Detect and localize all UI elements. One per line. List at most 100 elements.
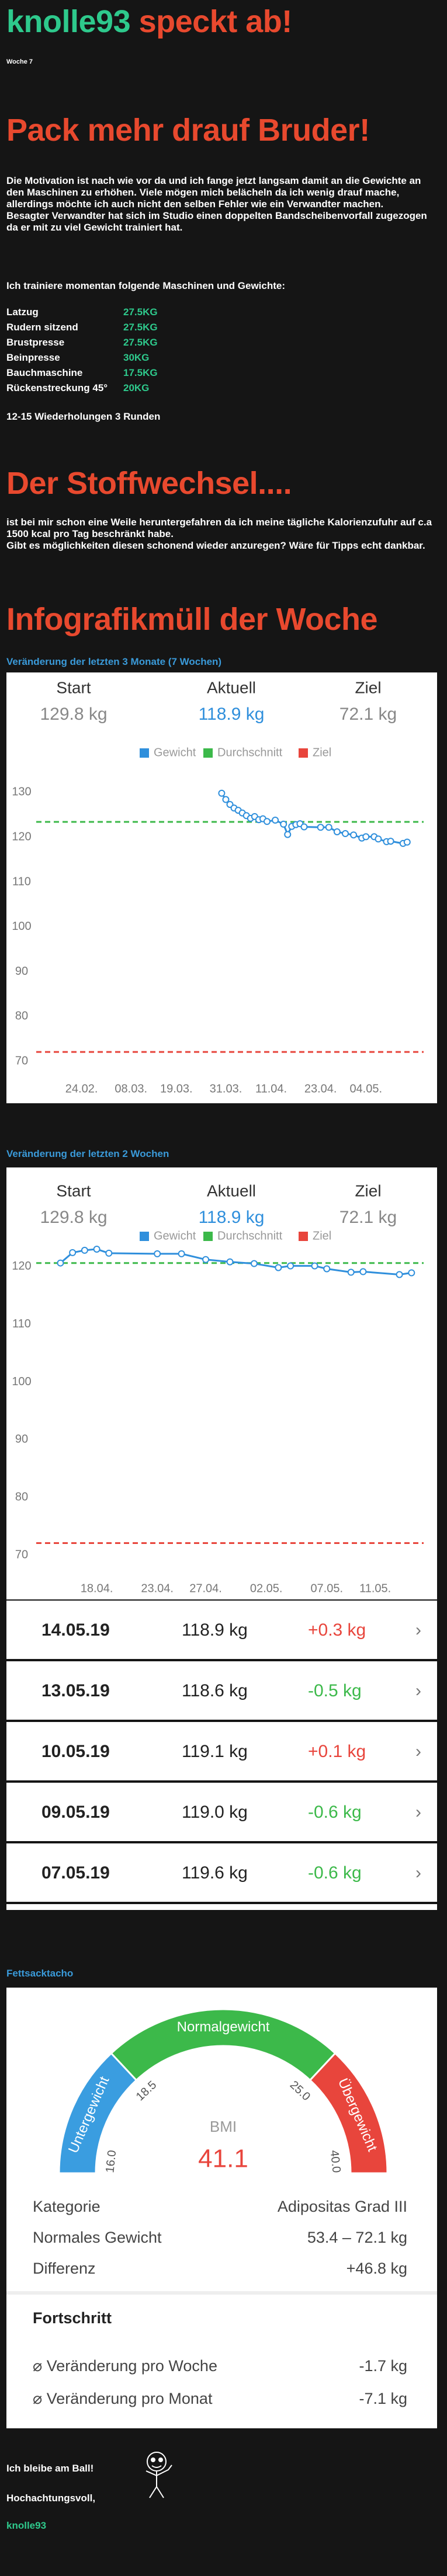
point	[375, 835, 382, 843]
bmi-label: BMI	[210, 2118, 237, 2135]
entry-change: -0.6 kg	[308, 1863, 362, 1883]
title-rest: speckt ab!	[138, 4, 293, 39]
entry-change: -0.5 kg	[308, 1681, 362, 1700]
week: Woche 7	[6, 58, 33, 65]
summary-value: 129.8 kg	[40, 705, 107, 724]
exercise-name: Beinpresse	[6, 352, 60, 363]
summary-label: Aktuell	[207, 678, 256, 696]
x-tick-label: 11.04.	[255, 1082, 287, 1095]
point	[178, 1250, 185, 1257]
entry-row[interactable]: 07.05.19 119.6 kg -0.6 kg ›	[6, 1843, 437, 1902]
list-intro: Ich trainiere momentan folgende Maschine…	[6, 280, 286, 291]
exercise-weight: 27.5KG	[123, 337, 158, 348]
point	[250, 1260, 258, 1267]
y-tick-label: 110	[12, 875, 31, 888]
legend-swatch	[140, 1232, 149, 1241]
exercise-weight: 27.5KG	[123, 306, 158, 318]
detail-value: +46.8 kg	[346, 2260, 407, 2277]
progress-label: ⌀ Veränderung pro Woche	[33, 2357, 217, 2375]
point	[359, 1268, 367, 1275]
entry-row[interactable]: 14.05.19 118.9 kg +0.3 kg ›	[6, 1601, 437, 1659]
exercise: Latzug 27.5KG	[6, 305, 158, 320]
gauge-tick-label: 40.0	[328, 2149, 343, 2173]
entry-change: +0.1 kg	[308, 1742, 366, 1761]
blog-title: knolle93 speckt ab!	[6, 4, 292, 40]
entry-date: 09.05.19	[41, 1803, 110, 1822]
entry-row[interactable]: 10.05.19 119.1 kg +0.1 kg ›	[6, 1722, 437, 1780]
text: Gibt es möglichkeiten diesen schonend wi…	[6, 540, 425, 551]
point	[350, 831, 358, 839]
heading: Pack mehr drauf Bruder!	[6, 113, 370, 148]
chart-caption: Veränderung der letzten 3 Monate (7 Woch…	[6, 656, 222, 667]
point	[93, 1245, 101, 1253]
detail-label: Normales Gewicht	[33, 2229, 162, 2246]
x-tick-label: 19.03.	[160, 1082, 193, 1095]
point	[403, 838, 411, 846]
exercise-name: Latzug	[6, 306, 39, 318]
divider	[6, 2291, 437, 2295]
chevron: ›	[415, 1803, 421, 1822]
card-background	[6, 1167, 437, 1599]
y-tick-label: 130	[12, 786, 31, 799]
summary-label: Start	[56, 678, 91, 696]
y-tick-label: 70	[15, 1055, 28, 1068]
legend-label: Durchschnitt	[217, 746, 283, 759]
exercise-name: Rudern sitzend	[6, 322, 78, 333]
entry-weight: 118.6 kg	[182, 1681, 248, 1700]
entry-date: 13.05.19	[41, 1681, 110, 1700]
signature: knolle93	[6, 2520, 47, 2531]
x-tick-label: 04.05.	[349, 1082, 382, 1095]
paragraph: Die Motivation ist nach wie vor da und i…	[6, 175, 436, 233]
footer-line: Hochachtungsvoll,	[6, 2493, 96, 2504]
point	[362, 833, 370, 841]
x-tick-label: 27.04.	[189, 1582, 222, 1595]
point	[105, 1249, 113, 1257]
chevron: ›	[415, 1742, 421, 1761]
y-tick-label: 120	[12, 1260, 31, 1273]
chevron: ›	[415, 1620, 421, 1640]
point	[347, 1268, 355, 1276]
entry-date: 14.05.19	[41, 1620, 110, 1640]
legend-label: Durchschnitt	[217, 1229, 283, 1242]
point	[275, 1264, 282, 1271]
point	[311, 1262, 318, 1270]
exercise-name: Rückenstreckung 45°	[6, 382, 108, 393]
entry-row[interactable]: 13.05.19 118.6 kg -0.5 kg ›	[6, 1661, 437, 1720]
y-tick-label: 90	[15, 1433, 28, 1446]
y-tick-label: 80	[15, 1491, 28, 1504]
entry-date: 10.05.19	[41, 1742, 110, 1761]
detail-value: Adipositas Grad III	[278, 2198, 407, 2215]
paragraph: ist bei mir schon eine Weile heruntergef…	[6, 517, 436, 552]
chevron: ›	[415, 1863, 421, 1883]
point	[333, 828, 341, 835]
entry-row[interactable]: 09.05.19 119.0 kg -0.6 kg ›	[6, 1783, 437, 1841]
x-tick-label: 11.05.	[359, 1582, 391, 1595]
point	[57, 1259, 64, 1267]
entry-weight: 119.1 kg	[182, 1742, 248, 1761]
y-tick-label: 110	[12, 1317, 31, 1330]
legend-swatch	[140, 748, 149, 758]
bmi-card: UntergewichtNormalgewichtÜbergewicht16.0…	[6, 1988, 437, 2428]
exercise: Beinpresse 30KG	[6, 350, 149, 365]
point	[323, 1265, 331, 1273]
point	[284, 831, 292, 838]
legend-label: Ziel	[313, 1229, 331, 1242]
entry-date: 07.05.19	[41, 1863, 110, 1883]
heading: Der Stoffwechsel....	[6, 466, 292, 501]
point	[69, 1249, 77, 1256]
exercise: Brustpresse 27.5KG	[6, 335, 158, 350]
entry-change: -0.6 kg	[308, 1803, 362, 1822]
card-background	[6, 1988, 437, 2428]
summary-value: 72.1 kg	[339, 1208, 397, 1227]
point	[387, 838, 394, 845]
exercise-weight: 17.5KG	[123, 367, 158, 378]
bmi-value: 41.1	[198, 2145, 248, 2173]
point	[280, 820, 287, 828]
exercise-weight: 30KG	[123, 352, 150, 363]
point	[81, 1246, 88, 1254]
point	[287, 1262, 294, 1270]
gauge-tick-label: 16.0	[103, 2149, 119, 2173]
legend-label: Gewicht	[154, 746, 196, 759]
reps: 12-15 Wiederholungen 3 Runden	[6, 411, 161, 422]
